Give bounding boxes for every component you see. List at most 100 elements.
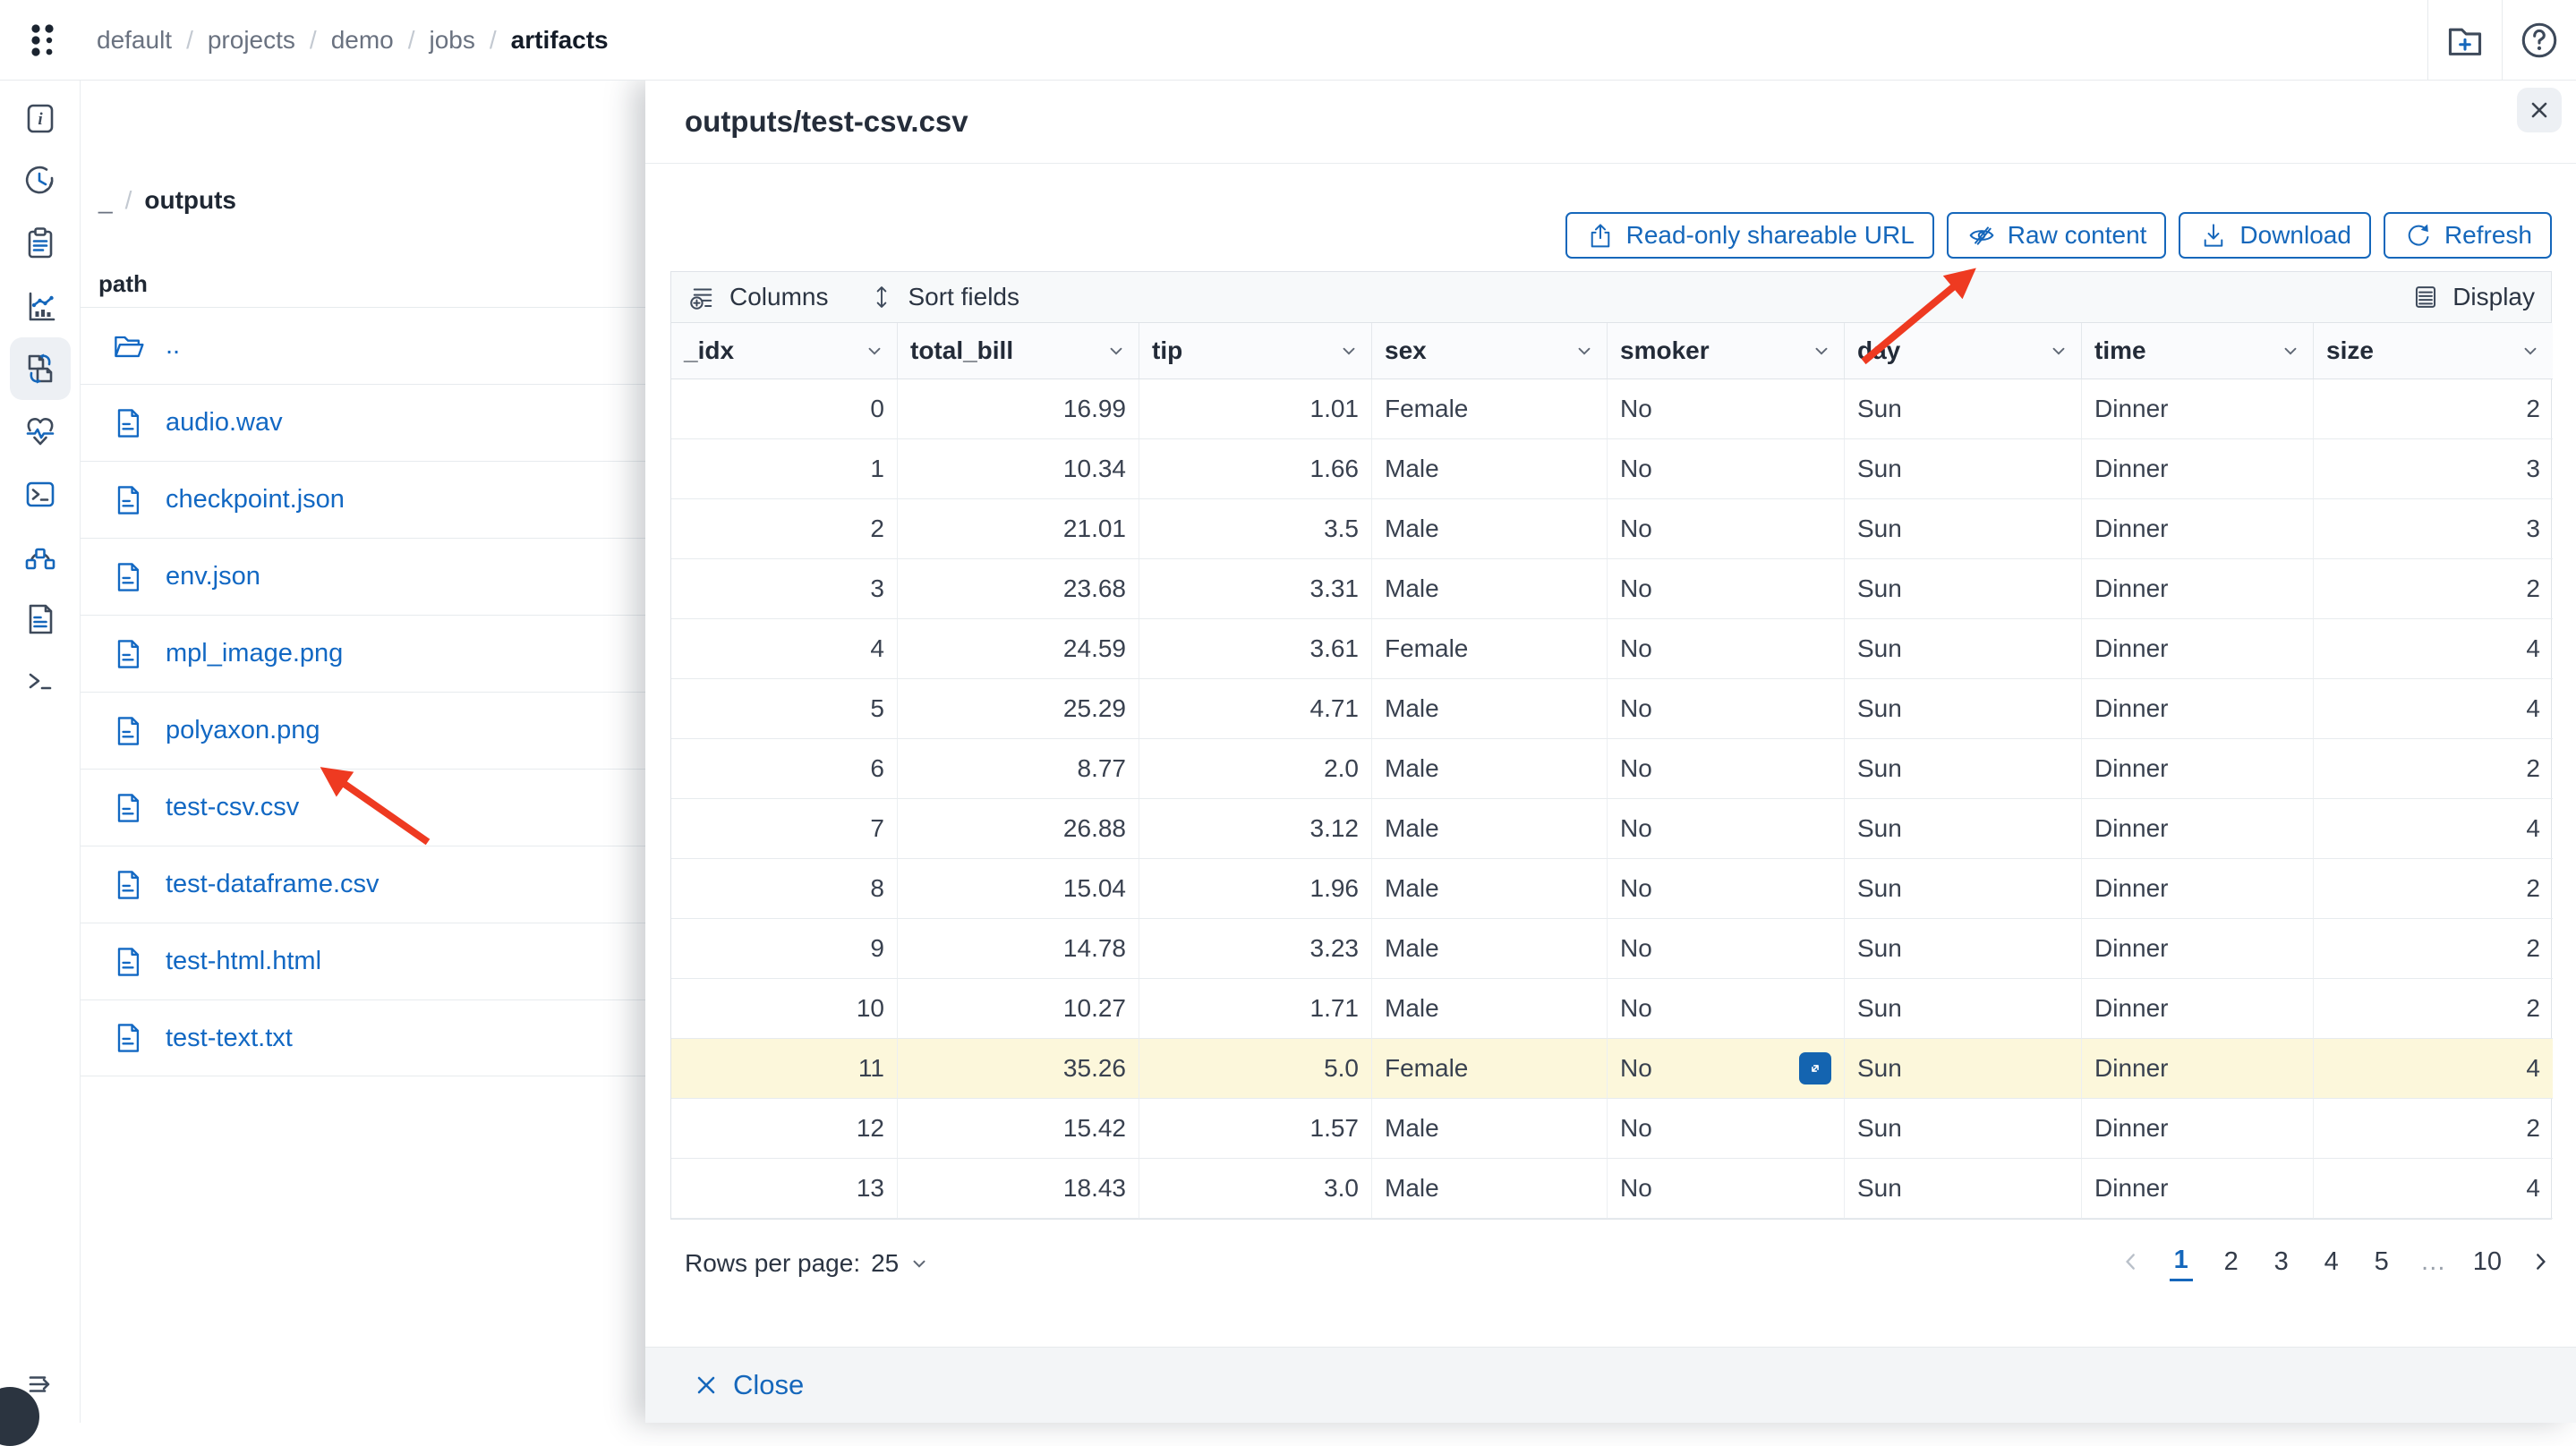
artifacts-icon[interactable] xyxy=(9,337,71,400)
file-row-test-html.html[interactable]: test-html.html xyxy=(81,923,645,999)
page-number-3[interactable]: 3 xyxy=(2273,1246,2289,1276)
table-cell: 18.43 xyxy=(898,1159,1139,1219)
table-cell: No xyxy=(1608,559,1845,619)
logs-icon[interactable] xyxy=(10,588,71,651)
table-header-row: _idx total_bill tip sex smoker day time size xyxy=(671,323,2553,379)
page-number-2[interactable]: 2 xyxy=(2223,1246,2239,1276)
download-button[interactable]: Download xyxy=(2179,212,2371,259)
table-cell: 1.57 xyxy=(1139,1099,1372,1159)
shell-icon[interactable] xyxy=(10,651,71,713)
table-cell: Male xyxy=(1372,979,1608,1039)
svg-text:i: i xyxy=(38,110,43,129)
file-link[interactable]: checkpoint.json xyxy=(166,485,345,514)
file-row-audio.wav[interactable]: audio.wav xyxy=(81,384,645,461)
file-link[interactable]: test-csv.csv xyxy=(166,793,300,821)
file-row-test-dataframe.csv[interactable]: test-dataframe.csv xyxy=(81,846,645,923)
clipboard-icon[interactable] xyxy=(10,212,71,275)
page-number-1[interactable]: 1 xyxy=(2169,1246,2193,1281)
column-header-smoker[interactable]: smoker xyxy=(1608,323,1845,379)
next-page-icon[interactable] xyxy=(2529,1250,2552,1277)
column-header-_idx[interactable]: _idx xyxy=(671,323,898,379)
table-cell: 4 xyxy=(2314,679,2553,739)
file-list: .. audio.wav checkpoint.json env.json mpl_im… xyxy=(81,307,645,1076)
columns-label: Columns xyxy=(729,283,829,310)
table-cell: 2 xyxy=(2314,919,2553,979)
expand-sidebar-icon[interactable] xyxy=(10,1353,71,1416)
table-cell: 13 xyxy=(671,1159,898,1219)
raw-content-button[interactable]: Raw content xyxy=(1946,212,2167,259)
dag-icon[interactable] xyxy=(10,525,71,588)
table-cell: Sun xyxy=(1845,739,2082,799)
console-icon[interactable] xyxy=(10,463,71,525)
health-icon[interactable] xyxy=(10,400,71,463)
shareable-url-button[interactable]: Read-only shareable URL xyxy=(1565,212,1934,259)
close-label: Close xyxy=(733,1369,805,1400)
file-link[interactable]: polyaxon.png xyxy=(166,716,320,744)
breadcrumb-item[interactable]: default xyxy=(97,25,173,54)
page-number-4[interactable]: 4 xyxy=(2324,1246,2339,1276)
stats-icon[interactable] xyxy=(10,275,71,337)
table-cell: Male xyxy=(1372,739,1608,799)
breadcrumb-root[interactable]: _ xyxy=(98,186,113,214)
chevron-down-icon xyxy=(2524,347,2537,355)
table-cell: 3.61 xyxy=(1139,619,1372,679)
history-icon[interactable] xyxy=(10,149,71,212)
file-row-mpl_image.png[interactable]: mpl_image.png xyxy=(81,615,645,692)
file-row-parent[interactable]: .. xyxy=(81,307,645,384)
button-label: Refresh xyxy=(2444,221,2532,249)
file-row-test-csv.csv[interactable]: test-csv.csv xyxy=(81,769,645,846)
table-cell: Male xyxy=(1372,439,1608,499)
breadcrumb-separator: / xyxy=(124,186,132,214)
info-icon[interactable]: i xyxy=(10,87,71,149)
file-link[interactable]: env.json xyxy=(166,562,260,591)
apps-grid-icon[interactable] xyxy=(16,13,70,67)
refresh-button[interactable]: Refresh xyxy=(2383,212,2552,259)
column-header-size[interactable]: size xyxy=(2314,323,2553,379)
button-label: Read-only shareable URL xyxy=(1625,221,1915,249)
table-cell: Male xyxy=(1372,1099,1608,1159)
table-cell: Sun xyxy=(1845,979,2082,1039)
rows-per-page-select[interactable]: Rows per page: 25 xyxy=(685,1249,929,1278)
file-row-checkpoint.json[interactable]: checkpoint.json xyxy=(81,461,645,538)
file-link[interactable]: test-dataframe.csv xyxy=(166,870,380,898)
close-icon[interactable] xyxy=(2517,88,2562,132)
table-cell: Dinner xyxy=(2082,1099,2314,1159)
breadcrumb-item[interactable]: demo xyxy=(330,25,394,54)
columns-button[interactable]: Columns xyxy=(687,282,828,312)
file-row-env.json[interactable]: env.json xyxy=(81,538,645,615)
page-number-5[interactable]: 5 xyxy=(2374,1246,2389,1276)
file-link[interactable]: .. xyxy=(166,331,181,360)
column-header-time[interactable]: time xyxy=(2082,323,2314,379)
file-icon xyxy=(117,408,140,438)
table-cell: Female xyxy=(1372,619,1608,679)
file-link[interactable]: test-html.html xyxy=(166,947,322,975)
file-row-polyaxon.png[interactable]: polyaxon.png xyxy=(81,692,645,769)
table-cell: No xyxy=(1608,919,1845,979)
help-icon[interactable] xyxy=(2502,0,2576,80)
chevron-down-icon xyxy=(1110,347,1122,355)
prev-page-icon[interactable] xyxy=(2120,1250,2143,1277)
column-header-total_bill[interactable]: total_bill xyxy=(898,323,1139,379)
close-button[interactable]: Close xyxy=(694,1369,804,1401)
table-cell: Dinner xyxy=(2082,619,2314,679)
breadcrumb-item[interactable]: projects xyxy=(207,25,295,54)
file-link[interactable]: mpl_image.png xyxy=(166,639,344,668)
path-column-header: path xyxy=(98,270,148,297)
page-number-10[interactable]: 10 xyxy=(2472,1246,2502,1276)
column-header-day[interactable]: day xyxy=(1845,323,2082,379)
file-link[interactable]: test-text.txt xyxy=(166,1023,293,1052)
file-row-test-text.txt[interactable]: test-text.txt xyxy=(81,999,645,1076)
breadcrumb-item[interactable]: jobs xyxy=(429,25,475,54)
expand-cell-icon[interactable] xyxy=(1799,1052,1831,1084)
table-cell: Dinner xyxy=(2082,979,2314,1039)
add-folder-icon[interactable] xyxy=(2427,0,2502,80)
table-cell: 2 xyxy=(671,499,898,559)
table-cell: 2 xyxy=(2314,559,2553,619)
file-link[interactable]: audio.wav xyxy=(166,408,283,437)
column-header-tip[interactable]: tip xyxy=(1139,323,1372,379)
display-button[interactable]: Display xyxy=(2410,282,2535,312)
sort-fields-button[interactable]: Sort fields xyxy=(867,283,1019,311)
column-label: size xyxy=(2326,336,2374,364)
table-cell: 2 xyxy=(2314,379,2553,439)
column-header-sex[interactable]: sex xyxy=(1372,323,1608,379)
